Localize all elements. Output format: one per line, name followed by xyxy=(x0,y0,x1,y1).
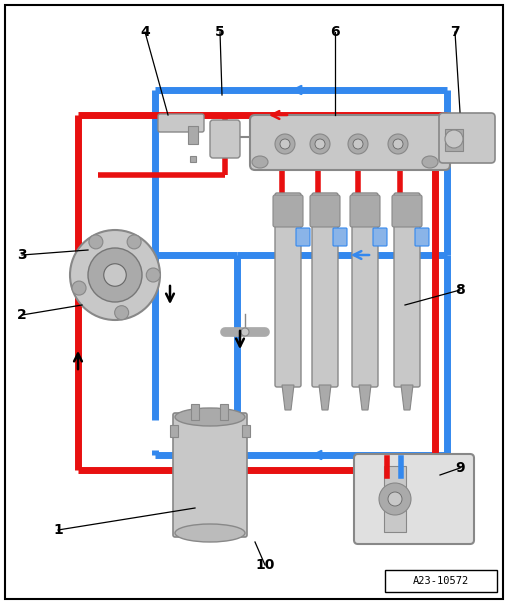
Text: 10: 10 xyxy=(256,558,275,572)
Circle shape xyxy=(388,492,402,506)
Bar xyxy=(385,570,497,592)
FancyBboxPatch shape xyxy=(354,454,474,544)
Circle shape xyxy=(115,306,129,320)
Ellipse shape xyxy=(252,156,268,168)
Circle shape xyxy=(241,328,249,336)
FancyBboxPatch shape xyxy=(250,115,450,170)
Circle shape xyxy=(104,264,126,286)
Bar xyxy=(445,129,463,151)
FancyBboxPatch shape xyxy=(394,193,420,387)
Circle shape xyxy=(388,134,408,154)
Circle shape xyxy=(280,139,290,149)
FancyBboxPatch shape xyxy=(350,195,380,227)
Text: 6: 6 xyxy=(330,25,340,39)
Circle shape xyxy=(393,139,403,149)
Ellipse shape xyxy=(175,408,245,426)
Bar xyxy=(188,126,198,144)
Circle shape xyxy=(72,281,86,295)
Text: 9: 9 xyxy=(455,461,465,475)
Circle shape xyxy=(379,483,411,515)
Text: 5: 5 xyxy=(215,25,225,39)
Circle shape xyxy=(275,134,295,154)
Bar xyxy=(220,404,228,420)
Text: 8: 8 xyxy=(455,283,465,297)
Text: 2: 2 xyxy=(17,308,27,322)
Text: 4: 4 xyxy=(140,25,150,39)
Circle shape xyxy=(70,230,160,320)
Polygon shape xyxy=(319,385,331,410)
Text: 7: 7 xyxy=(450,25,460,39)
Circle shape xyxy=(127,235,141,249)
Circle shape xyxy=(146,268,160,282)
Bar xyxy=(170,425,178,437)
Text: 3: 3 xyxy=(17,248,27,262)
FancyBboxPatch shape xyxy=(439,113,495,163)
Bar xyxy=(242,425,250,437)
Circle shape xyxy=(353,139,363,149)
Polygon shape xyxy=(282,385,294,410)
FancyBboxPatch shape xyxy=(352,193,378,387)
FancyBboxPatch shape xyxy=(373,228,387,246)
Bar xyxy=(190,156,196,162)
FancyBboxPatch shape xyxy=(158,114,204,132)
Text: 1: 1 xyxy=(53,523,63,537)
Text: A23-10572: A23-10572 xyxy=(413,576,469,586)
Polygon shape xyxy=(401,385,413,410)
Circle shape xyxy=(310,134,330,154)
FancyBboxPatch shape xyxy=(275,193,301,387)
FancyBboxPatch shape xyxy=(333,228,347,246)
Polygon shape xyxy=(359,385,371,410)
Circle shape xyxy=(88,248,142,302)
Circle shape xyxy=(445,130,463,148)
Circle shape xyxy=(89,235,103,249)
FancyBboxPatch shape xyxy=(392,195,422,227)
Bar xyxy=(384,466,406,532)
FancyBboxPatch shape xyxy=(415,228,429,246)
FancyBboxPatch shape xyxy=(310,195,340,227)
FancyBboxPatch shape xyxy=(296,228,310,246)
FancyBboxPatch shape xyxy=(210,120,240,158)
FancyBboxPatch shape xyxy=(173,413,247,537)
FancyBboxPatch shape xyxy=(312,193,338,387)
Circle shape xyxy=(315,139,325,149)
FancyBboxPatch shape xyxy=(273,195,303,227)
Bar xyxy=(191,404,199,420)
Circle shape xyxy=(348,134,368,154)
Ellipse shape xyxy=(422,156,438,168)
Ellipse shape xyxy=(175,524,245,542)
